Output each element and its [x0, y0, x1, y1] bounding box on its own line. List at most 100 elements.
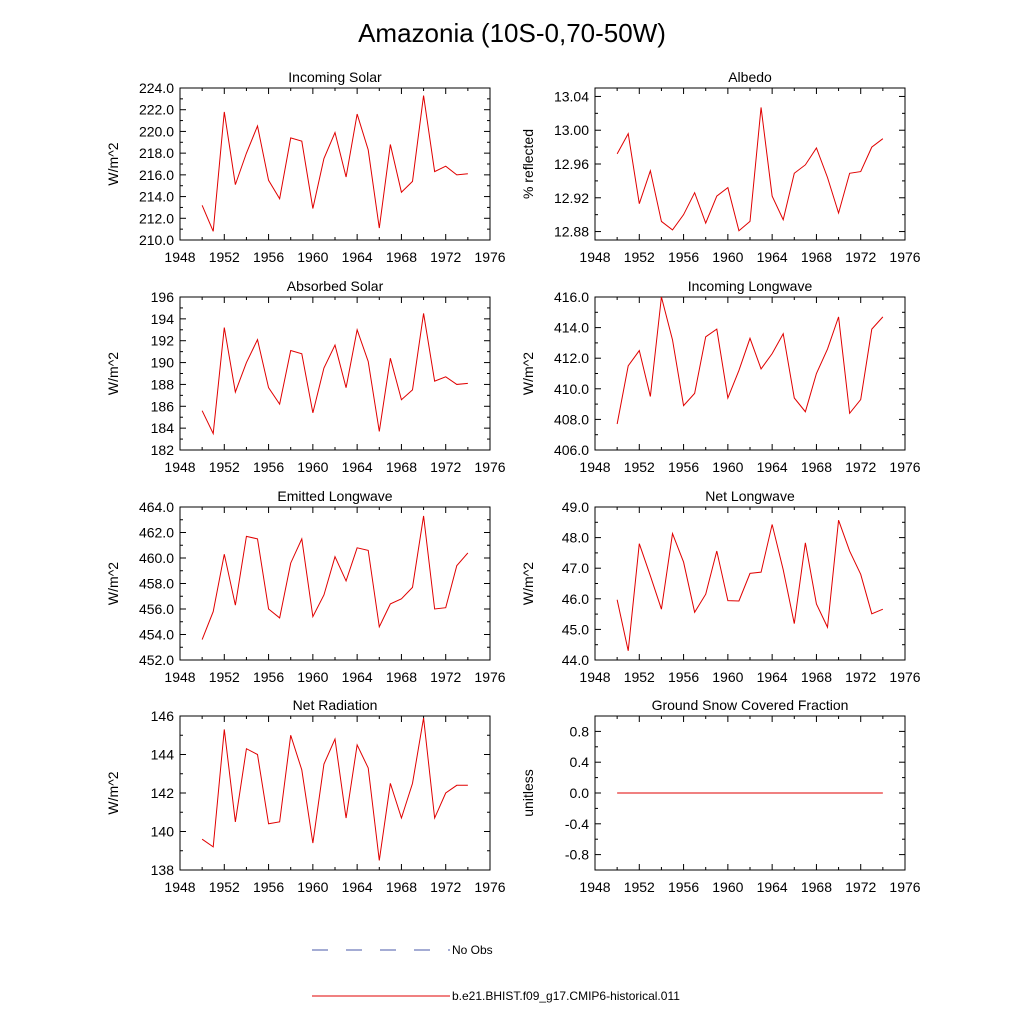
x-tick-label: 1960 — [297, 669, 328, 685]
x-tick-label: 1956 — [668, 669, 699, 685]
x-tick-label: 1960 — [712, 669, 743, 685]
x-tick-label: 1956 — [253, 879, 284, 895]
x-tick-label: 1952 — [624, 669, 655, 685]
x-tick-label: 1952 — [209, 249, 240, 265]
x-tick-label: 1964 — [342, 879, 373, 895]
y-tick-label: 12.88 — [554, 224, 589, 240]
y-tick-label: 210.0 — [139, 232, 174, 248]
panel-emitted-longwave: Emitted Longwave 1948 1952 1956 1960 1964 1968… — [105, 488, 506, 685]
x-tick-label: 1976 — [474, 669, 505, 685]
y-tick-label: 190 — [151, 355, 175, 371]
y-axis-label: W/m^2 — [105, 562, 121, 605]
y-tick-label: 188 — [151, 376, 175, 392]
x-tick-label: 1968 — [801, 879, 832, 895]
x-tick-label: 1972 — [430, 459, 461, 475]
y-tick-label: 406.0 — [554, 442, 589, 458]
series-line-albedo — [616, 107, 884, 232]
legend-label-no-obs: No Obs — [452, 943, 493, 957]
y-tick-label: 214.0 — [139, 189, 174, 205]
x-tick-label: 1948 — [579, 879, 610, 895]
y-tick-label: 458.0 — [139, 576, 174, 592]
x-tick-label: 1972 — [845, 669, 876, 685]
x-tick-label: 1972 — [845, 459, 876, 475]
x-tick-label: 1968 — [801, 669, 832, 685]
x-tick-label: 1952 — [209, 669, 240, 685]
x-tick-label: 1948 — [579, 669, 610, 685]
x-tick-label: 1976 — [889, 459, 920, 475]
y-tick-label: 12.96 — [554, 156, 589, 172]
series-line-absorbed-solar — [201, 313, 468, 436]
x-tick-label: 1956 — [253, 249, 284, 265]
y-axis-label: % reflected — [520, 129, 536, 199]
y-tick-label: 454.0 — [139, 627, 174, 643]
y-tick-label: 46.0 — [562, 591, 589, 607]
panel-incoming-longwave: Incoming Longwave 1948 1952 1956 1960 1964 196… — [520, 278, 921, 475]
y-tick-label: 142 — [151, 785, 175, 801]
x-tick-label: 1948 — [579, 459, 610, 475]
y-axis-label: unitless — [520, 769, 536, 816]
y-tick-label: 0.0 — [570, 785, 590, 801]
x-tick-label: 1968 — [386, 879, 417, 895]
y-tick-label: 218.0 — [139, 145, 174, 161]
y-tick-label: 224.0 — [139, 80, 174, 96]
x-tick-label: 1960 — [712, 879, 743, 895]
x-tick-label: 1972 — [430, 879, 461, 895]
x-tick-label: 1968 — [386, 459, 417, 475]
x-tick-label: 1952 — [624, 459, 655, 475]
plot-frame — [594, 296, 906, 451]
x-tick-label: 1964 — [342, 459, 373, 475]
y-tick-label: 12.92 — [554, 190, 589, 206]
y-axis-label: W/m^2 — [105, 142, 121, 185]
x-tick-label: 1972 — [845, 249, 876, 265]
y-tick-label: -0.4 — [565, 816, 589, 832]
y-tick-label: 222.0 — [139, 102, 174, 118]
x-tick-label: 1952 — [209, 879, 240, 895]
y-tick-label: 48.0 — [562, 530, 589, 546]
x-tick-label: 1976 — [889, 879, 920, 895]
y-tick-label: 186 — [151, 398, 175, 414]
x-tick-label: 1964 — [342, 249, 373, 265]
y-tick-label: 144 — [151, 747, 175, 763]
panel-title: Net Longwave — [705, 488, 795, 504]
y-tick-label: 196 — [151, 289, 175, 305]
y-tick-label: 138 — [151, 862, 175, 878]
x-tick-label: 1948 — [164, 249, 195, 265]
x-tick-label: 1964 — [757, 879, 788, 895]
y-tick-label: 47.0 — [562, 560, 589, 576]
x-tick-label: 1960 — [297, 459, 328, 475]
y-tick-label: 194 — [151, 311, 175, 327]
y-axis-label: W/m^2 — [520, 352, 536, 395]
y-tick-label: 44.0 — [562, 652, 589, 668]
y-tick-label: 182 — [151, 442, 175, 458]
panel-title: Absorbed Solar — [287, 278, 384, 294]
y-tick-label: 49.0 — [562, 499, 589, 515]
y-tick-label: 140 — [151, 824, 175, 840]
y-tick-label: 408.0 — [554, 411, 589, 427]
panel-title: Incoming Longwave — [688, 278, 813, 294]
x-tick-label: 1972 — [430, 669, 461, 685]
x-tick-label: 1948 — [579, 249, 610, 265]
x-tick-label: 1952 — [624, 879, 655, 895]
panel-title: Emitted Longwave — [277, 488, 392, 504]
x-tick-label: 1960 — [712, 249, 743, 265]
plot-frame — [594, 506, 906, 661]
y-tick-label: 13.04 — [554, 88, 589, 104]
x-tick-label: 1960 — [712, 459, 743, 475]
x-tick-label: 1972 — [430, 249, 461, 265]
x-tick-label: 1956 — [668, 249, 699, 265]
y-tick-label: 456.0 — [139, 601, 174, 617]
x-tick-label: 1956 — [668, 459, 699, 475]
x-tick-label: 1956 — [253, 459, 284, 475]
y-tick-label: 216.0 — [139, 167, 174, 183]
panel-albedo: Albedo 1948 1952 1956 1960 1964 1968 1972 1976 12… — [520, 69, 921, 265]
y-tick-label: 184 — [151, 420, 175, 436]
x-tick-label: 1948 — [164, 459, 195, 475]
plot-frame — [179, 296, 491, 451]
x-tick-label: 1952 — [209, 459, 240, 475]
y-axis-label: W/m^2 — [520, 562, 536, 605]
y-tick-label: 0.4 — [570, 754, 590, 770]
y-tick-label: 220.0 — [139, 123, 174, 139]
x-tick-label: 1972 — [845, 879, 876, 895]
panel-net-longwave: Net Longwave 1948 1952 1956 1960 1964 1968 1972… — [520, 488, 921, 685]
